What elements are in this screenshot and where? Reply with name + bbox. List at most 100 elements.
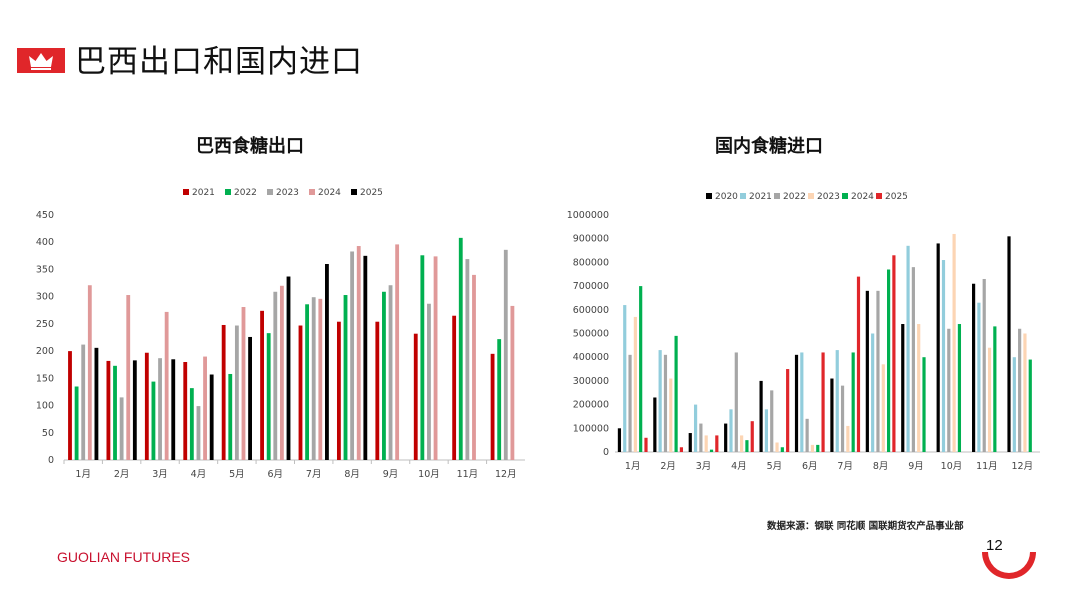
bar-2020-2月: [653, 397, 657, 452]
bar-2025-3月: [171, 359, 176, 460]
bar-2024-4月: [745, 440, 749, 452]
y-tick-label: 900000: [573, 234, 609, 245]
bar-2023-9月: [917, 324, 921, 452]
y-tick-label: 250: [36, 319, 54, 330]
brazil-sugar-export-chart: 0 50 100 150 200 250 300 350 400 450 1月 2月 3月 4月 5月 6月 7…: [36, 188, 525, 480]
bar-2020-5月: [759, 380, 763, 452]
x-tick-label: 10月: [418, 469, 440, 480]
bar-2023-4月: [740, 435, 744, 452]
bar-2023-8月: [350, 251, 355, 460]
bar-2021-3月: [144, 352, 149, 460]
x-tick-label: 11月: [457, 469, 479, 480]
bar-2020-3月: [688, 433, 692, 452]
bar-2024-2月: [674, 335, 678, 452]
x-tick-label: 4月: [191, 469, 207, 480]
bar-2022-3月: [699, 423, 703, 452]
y-tick-label: 400: [36, 237, 54, 248]
legend-swatch: [842, 193, 848, 199]
bar-2022-9月: [911, 267, 915, 452]
bar-2024-1月: [639, 286, 643, 452]
bar-2021-11月: [452, 315, 457, 460]
bar-2021-3月: [693, 404, 698, 452]
bar-2021-9月: [375, 321, 380, 460]
bar-2021-7月: [298, 325, 303, 460]
bar-2021-11月: [977, 302, 981, 452]
bar-2025-5月: [786, 369, 790, 452]
bar-2020-9月: [901, 324, 905, 452]
bar-2022-10月: [420, 255, 425, 460]
bar-2023-6月: [273, 291, 278, 460]
bar-2022-12月: [1018, 328, 1022, 452]
bar-2024-9月: [922, 357, 926, 452]
y-tick-label: 100: [36, 401, 54, 412]
bar-2024-6月: [279, 285, 284, 460]
bar-2022-6月: [805, 418, 809, 452]
bar-2021-8月: [871, 333, 875, 452]
bar-2021-1月: [68, 351, 72, 460]
x-tick-label: 10月: [941, 461, 963, 472]
legend-label: 2021: [192, 188, 215, 198]
y-tick-label: 500000: [573, 329, 609, 340]
bar-2022-8月: [876, 290, 880, 452]
bar-2025-6月: [821, 352, 825, 452]
legend-swatch: [876, 193, 882, 199]
bar-2023-12月: [1023, 333, 1027, 452]
legend-label: 2020: [715, 192, 738, 202]
bar-2022-4月: [734, 352, 738, 452]
bar-2023-2月: [119, 397, 124, 460]
y-tick-label: 1000000: [567, 210, 609, 221]
bar-2023-1月: [81, 344, 86, 460]
bar-2024-7月: [318, 298, 323, 460]
bar-2023-10月: [427, 303, 431, 460]
legend-label: 2021: [749, 192, 772, 202]
bar-2021-4月: [729, 409, 733, 452]
bar-2021-10月: [413, 333, 418, 460]
x-tick-label: 6月: [268, 469, 284, 480]
bar-2023-11月: [987, 347, 992, 452]
bar-2024-3月: [164, 311, 169, 460]
x-tick-label: 7月: [306, 469, 322, 480]
y-tick-label: 600000: [573, 305, 609, 316]
bar-2024-10月: [433, 256, 438, 460]
bar-2024-4月: [203, 356, 207, 460]
bar-2022-5月: [770, 390, 774, 452]
legend-swatch: [706, 193, 712, 199]
bar-2022-1月: [628, 354, 632, 452]
x-tick-label: 11月: [976, 461, 998, 472]
x-tick-label: 5月: [767, 461, 783, 472]
bar-2020-1月: [617, 428, 622, 452]
y-tick-label: 100000: [573, 423, 609, 434]
bar-2020-4月: [724, 423, 728, 452]
bar-2024-7月: [851, 352, 855, 452]
bar-2025-2月: [132, 360, 137, 460]
legend-label: 2022: [783, 192, 806, 202]
bar-2023-5月: [775, 442, 779, 452]
bar-2025-4月: [750, 421, 754, 452]
legend-swatch: [225, 189, 231, 195]
bar-2022-1月: [74, 386, 79, 460]
bar-2022-2月: [663, 354, 668, 452]
bar-2020-10月: [936, 243, 940, 452]
bar-2021-5月: [764, 409, 768, 452]
bar-2025-4月: [209, 374, 214, 460]
y-tick-label: 150: [36, 373, 54, 384]
bar-2024-12月: [1028, 359, 1032, 452]
legend-swatch: [267, 189, 273, 195]
x-tick-label: 5月: [229, 469, 245, 480]
bar-2024-12月: [510, 305, 515, 460]
legend-swatch: [740, 193, 746, 199]
bar-2023-8月: [881, 364, 885, 452]
x-tick-label: 12月: [495, 469, 517, 480]
legend-label: 2025: [360, 188, 383, 198]
y-tick-label: 0: [48, 455, 54, 466]
y-tick-label: 200000: [573, 400, 609, 411]
y-tick-label: 200: [36, 346, 54, 357]
bar-2020-7月: [830, 378, 834, 452]
x-tick-label: 3月: [152, 469, 168, 480]
bar-2021-6月: [800, 352, 804, 452]
y-tick-label: 300000: [573, 376, 609, 387]
bar-2020-11月: [972, 283, 976, 452]
bar-2022-2月: [113, 365, 117, 460]
bar-2021-2月: [106, 360, 111, 460]
bar-2025-1月: [94, 347, 99, 460]
